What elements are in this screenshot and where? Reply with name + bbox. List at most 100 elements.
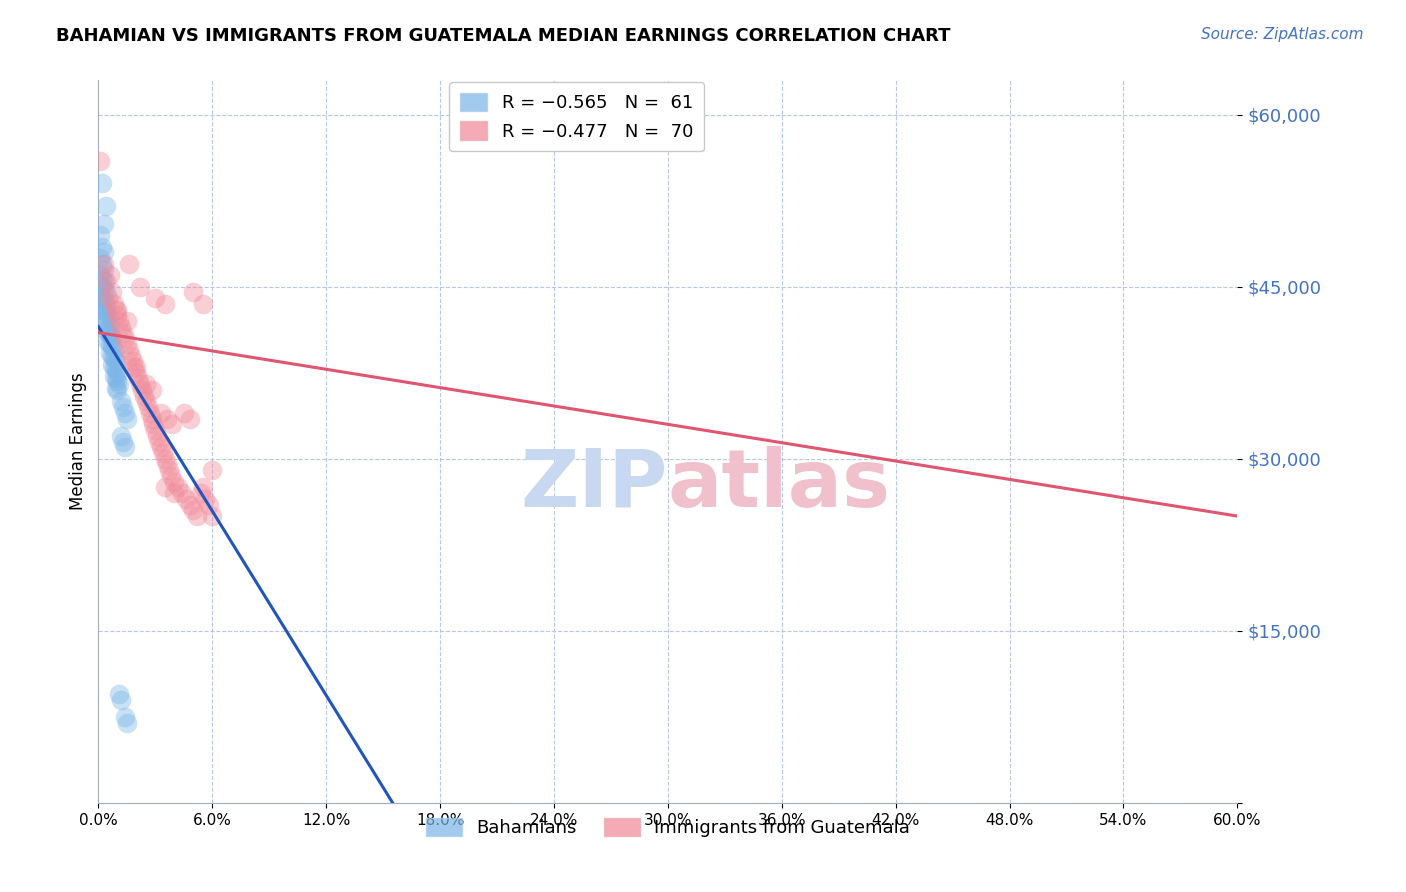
Point [125, 366, 148, 380]
Point [91, 301, 114, 315]
Point [110, 319, 132, 334]
Point [191, 480, 214, 494]
Point [93, 302, 115, 317]
Point [103, 351, 125, 365]
Point [110, 692, 132, 706]
Point [98, 346, 121, 360]
Point [114, 710, 136, 724]
Point [141, 411, 163, 425]
Point [103, 359, 125, 374]
Point [152, 446, 174, 460]
Point [97, 317, 120, 331]
Point [94, 297, 117, 311]
Point [146, 429, 169, 443]
Point [174, 491, 197, 506]
Point [129, 377, 152, 392]
Point [190, 486, 212, 500]
Point [197, 498, 219, 512]
Point [142, 417, 165, 432]
Point [104, 371, 127, 385]
Point [94, 285, 117, 300]
Text: ZIP: ZIP [520, 446, 668, 524]
Point [91, 270, 114, 285]
Point [131, 383, 153, 397]
Point [93, 274, 115, 288]
Point [153, 480, 176, 494]
Point [107, 383, 129, 397]
Point [107, 302, 129, 317]
Point [112, 400, 135, 414]
Point [97, 326, 120, 340]
Point [118, 257, 141, 271]
Point [150, 406, 173, 420]
Point [138, 406, 160, 420]
Point [145, 423, 167, 437]
Point [94, 314, 117, 328]
Point [163, 475, 186, 489]
Legend: Bahamians, Immigrants from Guatemala: Bahamians, Immigrants from Guatemala [419, 811, 917, 845]
Point [183, 503, 205, 517]
Point [191, 297, 214, 311]
Point [115, 314, 138, 328]
Point [145, 291, 167, 305]
Point [93, 217, 115, 231]
Point [110, 394, 132, 409]
Point [124, 359, 146, 374]
Point [100, 285, 122, 300]
Point [183, 285, 205, 300]
Point [104, 362, 127, 376]
Point [112, 326, 135, 340]
Point [103, 297, 125, 311]
Point [89, 268, 111, 283]
Point [173, 406, 195, 420]
Point [89, 289, 111, 303]
Point [108, 687, 131, 701]
Point [94, 274, 117, 288]
Point [104, 381, 127, 395]
Point [100, 339, 122, 353]
Point [93, 311, 115, 326]
Point [107, 374, 129, 388]
Point [98, 268, 121, 283]
Point [141, 383, 163, 397]
Point [114, 331, 136, 345]
Point [107, 309, 129, 323]
Point [201, 463, 224, 477]
Point [97, 309, 120, 323]
Point [135, 394, 157, 409]
Point [91, 257, 114, 271]
Point [91, 239, 114, 253]
Point [91, 279, 114, 293]
Point [104, 354, 127, 368]
Point [100, 349, 122, 363]
Point [103, 343, 125, 357]
Point [115, 411, 138, 425]
Point [136, 400, 159, 414]
Point [97, 291, 120, 305]
Point [127, 371, 149, 385]
Point [120, 349, 142, 363]
Point [156, 411, 179, 425]
Point [129, 279, 152, 293]
Point [179, 411, 201, 425]
Text: Source: ZipAtlas.com: Source: ZipAtlas.com [1201, 27, 1364, 42]
Text: atlas: atlas [668, 446, 891, 524]
Point [114, 406, 136, 420]
Y-axis label: Median Earnings: Median Earnings [69, 373, 87, 510]
Point [167, 480, 190, 494]
Point [163, 486, 186, 500]
Point [103, 369, 125, 384]
Point [108, 377, 131, 392]
Point [125, 359, 148, 374]
Point [100, 358, 122, 372]
Point [153, 297, 176, 311]
Point [89, 153, 111, 168]
Point [98, 327, 121, 342]
Point [93, 245, 115, 260]
Point [159, 469, 181, 483]
Point [94, 305, 117, 319]
Point [121, 354, 143, 368]
Point [104, 302, 127, 317]
Point [170, 486, 193, 500]
Point [179, 498, 201, 512]
